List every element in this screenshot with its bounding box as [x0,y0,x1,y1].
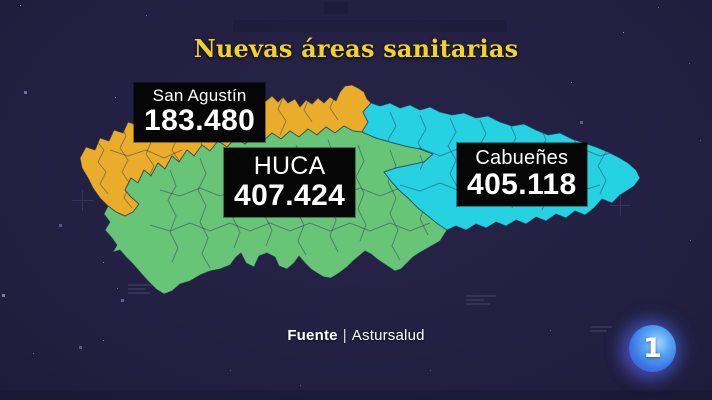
page-title: Nuevas áreas sanitarias [193,34,519,63]
label-cabuenes: Cabueñes 405.118 [457,143,587,206]
noise-artifact [590,326,612,334]
bottom-shade-band [0,390,712,400]
source-separator: | [342,327,347,344]
noise-artifact [466,295,496,307]
crosshair-artifact [610,195,631,216]
crosshair-artifact [72,190,93,211]
region-name: HUCA [253,152,326,180]
source-label: Fuente [287,327,338,344]
ghost-block [324,2,348,14]
region-name: Cabueñes [475,147,569,169]
source-value: Astursalud [351,327,425,344]
region-name: San Agustín [152,86,247,105]
region-population: 405.118 [467,168,577,201]
source-line: Fuente | Astursalud [0,327,712,344]
region-population: 183.480 [144,104,256,138]
noise-artifact [128,284,154,296]
region-population: 407.424 [234,179,346,212]
label-huca: HUCA 407.424 [224,148,356,217]
label-san-agustin: San Agustín 183.480 [134,83,266,142]
la1-channel-logo: 1 [629,325,676,372]
ghost-band [233,20,507,32]
la1-logo-digit: 1 [643,333,662,364]
